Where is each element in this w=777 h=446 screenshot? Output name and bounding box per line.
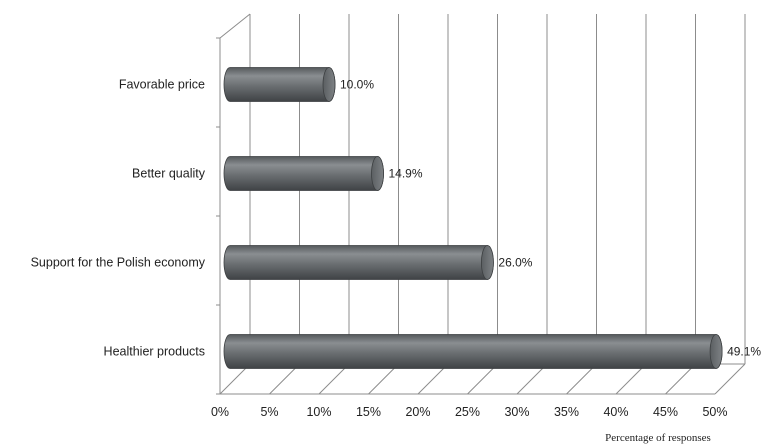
floor-gridline <box>566 363 597 395</box>
category-label: Favorable price <box>119 78 205 92</box>
x-tick-label: 35% <box>554 405 579 419</box>
floor-gridline <box>714 363 746 395</box>
x-tick-label: 0% <box>211 405 229 419</box>
bars <box>223 67 723 369</box>
x-tick-label: 50% <box>702 405 727 419</box>
floor-gridline <box>368 363 399 395</box>
floor-gridline <box>665 363 696 395</box>
x-tick-label: 25% <box>455 405 480 419</box>
x-tick-label: 20% <box>405 405 430 419</box>
floor-gridline <box>516 363 548 395</box>
data-label: 10.0% <box>340 78 374 92</box>
floor-gridline <box>219 363 251 395</box>
bar <box>223 67 336 102</box>
labels: 0% 5% 10% 15% 20% 25% 30% 35% 40% 45% 50% Favorable… <box>31 78 762 420</box>
x-tick-label: 30% <box>504 405 529 419</box>
floor-gridline <box>417 363 449 395</box>
data-label: 49.1% <box>727 345 761 359</box>
x-axis-title: Percentage of responses <box>605 432 711 444</box>
floor-gridline <box>269 363 300 395</box>
floor-gridline <box>615 363 647 395</box>
data-label: 14.9% <box>389 167 423 181</box>
bar <box>223 245 494 280</box>
category-label: Better quality <box>132 167 206 181</box>
floor-gridline <box>467 363 498 395</box>
x-tick-label: 45% <box>653 405 678 419</box>
category-label: Support for the Polish economy <box>31 256 206 270</box>
category-label: Healthier products <box>104 345 205 359</box>
x-tick-label: 40% <box>603 405 628 419</box>
y-axis-top-edge <box>219 13 251 39</box>
x-tick-label: 15% <box>356 405 381 419</box>
x-tick-label: 5% <box>260 405 278 419</box>
data-label: 26.0% <box>498 256 532 270</box>
x-tick-label: 10% <box>306 405 331 419</box>
bar <box>223 156 384 191</box>
floor-gridline <box>318 363 350 395</box>
bar <box>223 334 723 369</box>
